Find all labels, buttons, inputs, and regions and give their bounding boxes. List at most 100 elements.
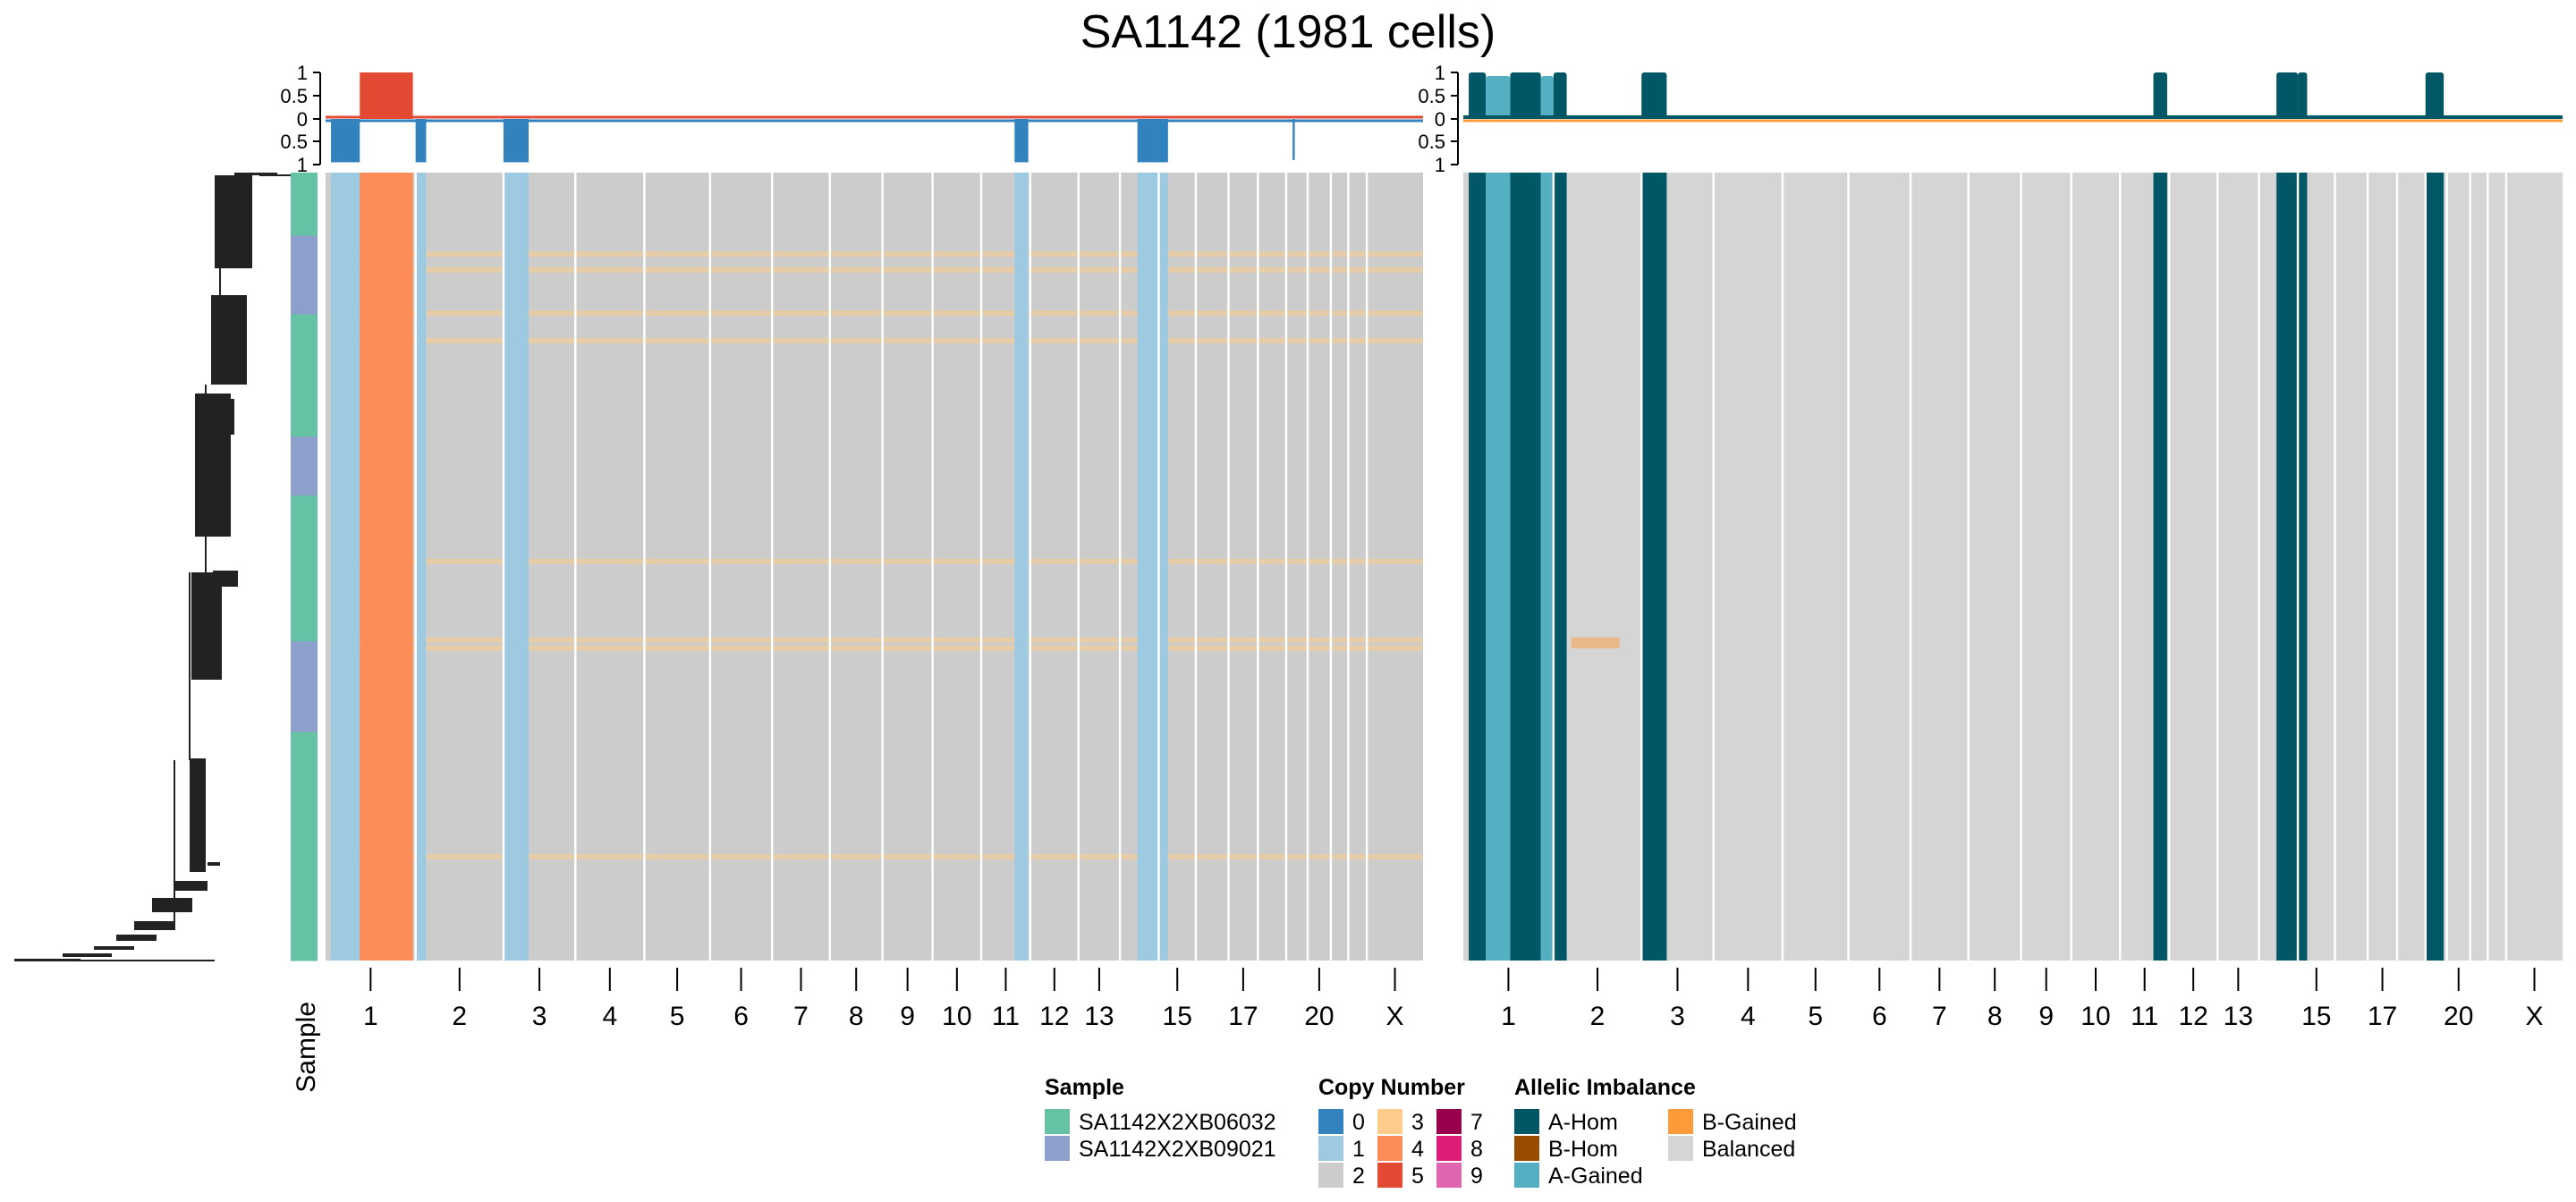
chromosome-label: 4 bbox=[1741, 1002, 1756, 1031]
faint-row bbox=[326, 645, 1423, 651]
legend-label: Balanced bbox=[1702, 1137, 1795, 1162]
chromosome-label: 7 bbox=[793, 1002, 809, 1031]
segment-15 bbox=[1158, 173, 1168, 961]
track-tick-label: 1 bbox=[1435, 154, 1445, 176]
faint-row bbox=[326, 267, 1423, 273]
dendrogram-block bbox=[213, 571, 238, 587]
legend-label: 0 bbox=[1352, 1110, 1365, 1135]
cell-dendrogram bbox=[14, 173, 295, 961]
chromosome-label: 9 bbox=[2038, 1002, 2054, 1031]
chromosome-label: 11 bbox=[992, 1002, 1020, 1031]
chromosome-label: 8 bbox=[849, 1002, 864, 1031]
legend-swatch bbox=[1668, 1136, 1693, 1161]
dendrogram-block bbox=[191, 572, 222, 680]
legend-title-copy-number: Copy Number bbox=[1318, 1075, 1465, 1100]
track-tick-label: 0 bbox=[1435, 108, 1445, 131]
allelic-imbalance-heatmap bbox=[1463, 173, 2563, 961]
loss-frequency-bar bbox=[1158, 119, 1168, 163]
chromosome-label: 6 bbox=[1872, 1002, 1887, 1031]
faint-row bbox=[1571, 637, 1620, 648]
track-tick-label: 0.5 bbox=[1418, 85, 1445, 107]
sample-block bbox=[291, 314, 318, 437]
legend-swatch bbox=[1436, 1109, 1462, 1134]
chromosome-label: 6 bbox=[733, 1002, 749, 1031]
sample-axis-label: Sample bbox=[292, 1002, 321, 1093]
chromosome-label: 1 bbox=[363, 1002, 378, 1031]
loss-frequency-bar bbox=[1292, 119, 1295, 160]
loss-frequency-bar bbox=[1014, 119, 1029, 163]
chromosome-label: 10 bbox=[2080, 1002, 2110, 1031]
chromosome-label: 3 bbox=[532, 1002, 547, 1031]
ai-frequency-bar bbox=[1553, 72, 1567, 119]
legend-swatch bbox=[1436, 1163, 1462, 1188]
legend-label: A-Gained bbox=[1548, 1164, 1643, 1189]
chromosome-label: 5 bbox=[670, 1002, 685, 1031]
legend-swatch bbox=[1045, 1109, 1070, 1134]
chromosome-label: X bbox=[2525, 1002, 2543, 1031]
loss-frequency-bar bbox=[503, 119, 530, 163]
chromosome-label: 17 bbox=[2368, 1002, 2397, 1031]
segment-1 bbox=[360, 173, 413, 961]
legend-swatch bbox=[1514, 1136, 1539, 1161]
legend-label: 3 bbox=[1411, 1110, 1424, 1135]
ai-frequency-bar bbox=[2298, 72, 2308, 119]
segment-19 bbox=[2425, 173, 2445, 961]
dendrogram-block bbox=[94, 946, 134, 950]
faint-row bbox=[326, 310, 1423, 317]
loss-frequency-bar bbox=[1137, 119, 1159, 163]
segment-2 bbox=[1553, 173, 1567, 961]
chromosome-label: 2 bbox=[1590, 1002, 1606, 1031]
legend-title-allelic-imbalance: Allelic Imbalance bbox=[1514, 1075, 1696, 1100]
chromosome-label: 5 bbox=[1808, 1002, 1823, 1031]
track-tick-label: 0.5 bbox=[1418, 131, 1445, 153]
legend-label: 5 bbox=[1411, 1164, 1424, 1189]
ai-frequency-bar bbox=[2276, 72, 2299, 119]
chromosome-label: 2 bbox=[452, 1002, 467, 1031]
segment-1 bbox=[1540, 173, 1554, 961]
copy-number-heatmap bbox=[326, 173, 1423, 961]
segment-1 bbox=[326, 173, 332, 961]
segment-3 bbox=[1641, 173, 1667, 961]
segment-2 bbox=[415, 173, 427, 961]
segment-14 bbox=[1137, 173, 1159, 961]
sample-block bbox=[291, 436, 318, 496]
segment-1 bbox=[1469, 173, 1487, 961]
sample-block bbox=[291, 173, 318, 236]
sample-block bbox=[291, 732, 318, 961]
chromosome-label: 9 bbox=[900, 1002, 915, 1031]
legend-label: 1 bbox=[1352, 1137, 1365, 1162]
legend-swatch bbox=[1514, 1109, 1539, 1134]
faint-row bbox=[326, 251, 1423, 258]
legend-swatch bbox=[1668, 1109, 1693, 1134]
legend-label: 8 bbox=[1470, 1137, 1483, 1162]
faint-row bbox=[326, 854, 1423, 860]
ai-frequency-bar bbox=[1510, 72, 1541, 119]
dendrogram-block bbox=[134, 921, 174, 930]
legend-swatch bbox=[1318, 1136, 1343, 1161]
segment-11 bbox=[2153, 173, 2167, 961]
chromosome-label: 11 bbox=[2131, 1002, 2158, 1031]
chromosome-label: 15 bbox=[2301, 1002, 2331, 1031]
dendrogram-block bbox=[190, 758, 206, 872]
loss-frequency-bar bbox=[415, 119, 427, 163]
allelic-imbalance-frequency-track: 10.500.51 bbox=[1418, 62, 2563, 176]
dendrogram-block bbox=[218, 399, 234, 435]
ai-frequency-bar bbox=[2153, 72, 2167, 119]
segment-11 bbox=[1014, 173, 1029, 961]
chromosome-label: 10 bbox=[942, 1002, 971, 1031]
segment-14 bbox=[2276, 173, 2299, 961]
legend-swatch bbox=[1514, 1163, 1539, 1188]
faint-row bbox=[326, 338, 1423, 344]
segment-3 bbox=[503, 173, 530, 961]
chromosome-label: 4 bbox=[602, 1002, 617, 1031]
chromosome-label: 15 bbox=[1163, 1002, 1192, 1031]
ai-frequency-bar bbox=[1486, 76, 1511, 119]
legend-swatch bbox=[1318, 1163, 1343, 1188]
dendrogram-block bbox=[234, 173, 277, 175]
legend-swatch bbox=[1377, 1163, 1402, 1188]
chromosome-label: X bbox=[1386, 1002, 1404, 1031]
ai-frequency-bar bbox=[1540, 76, 1554, 119]
segment-1 bbox=[331, 173, 360, 961]
